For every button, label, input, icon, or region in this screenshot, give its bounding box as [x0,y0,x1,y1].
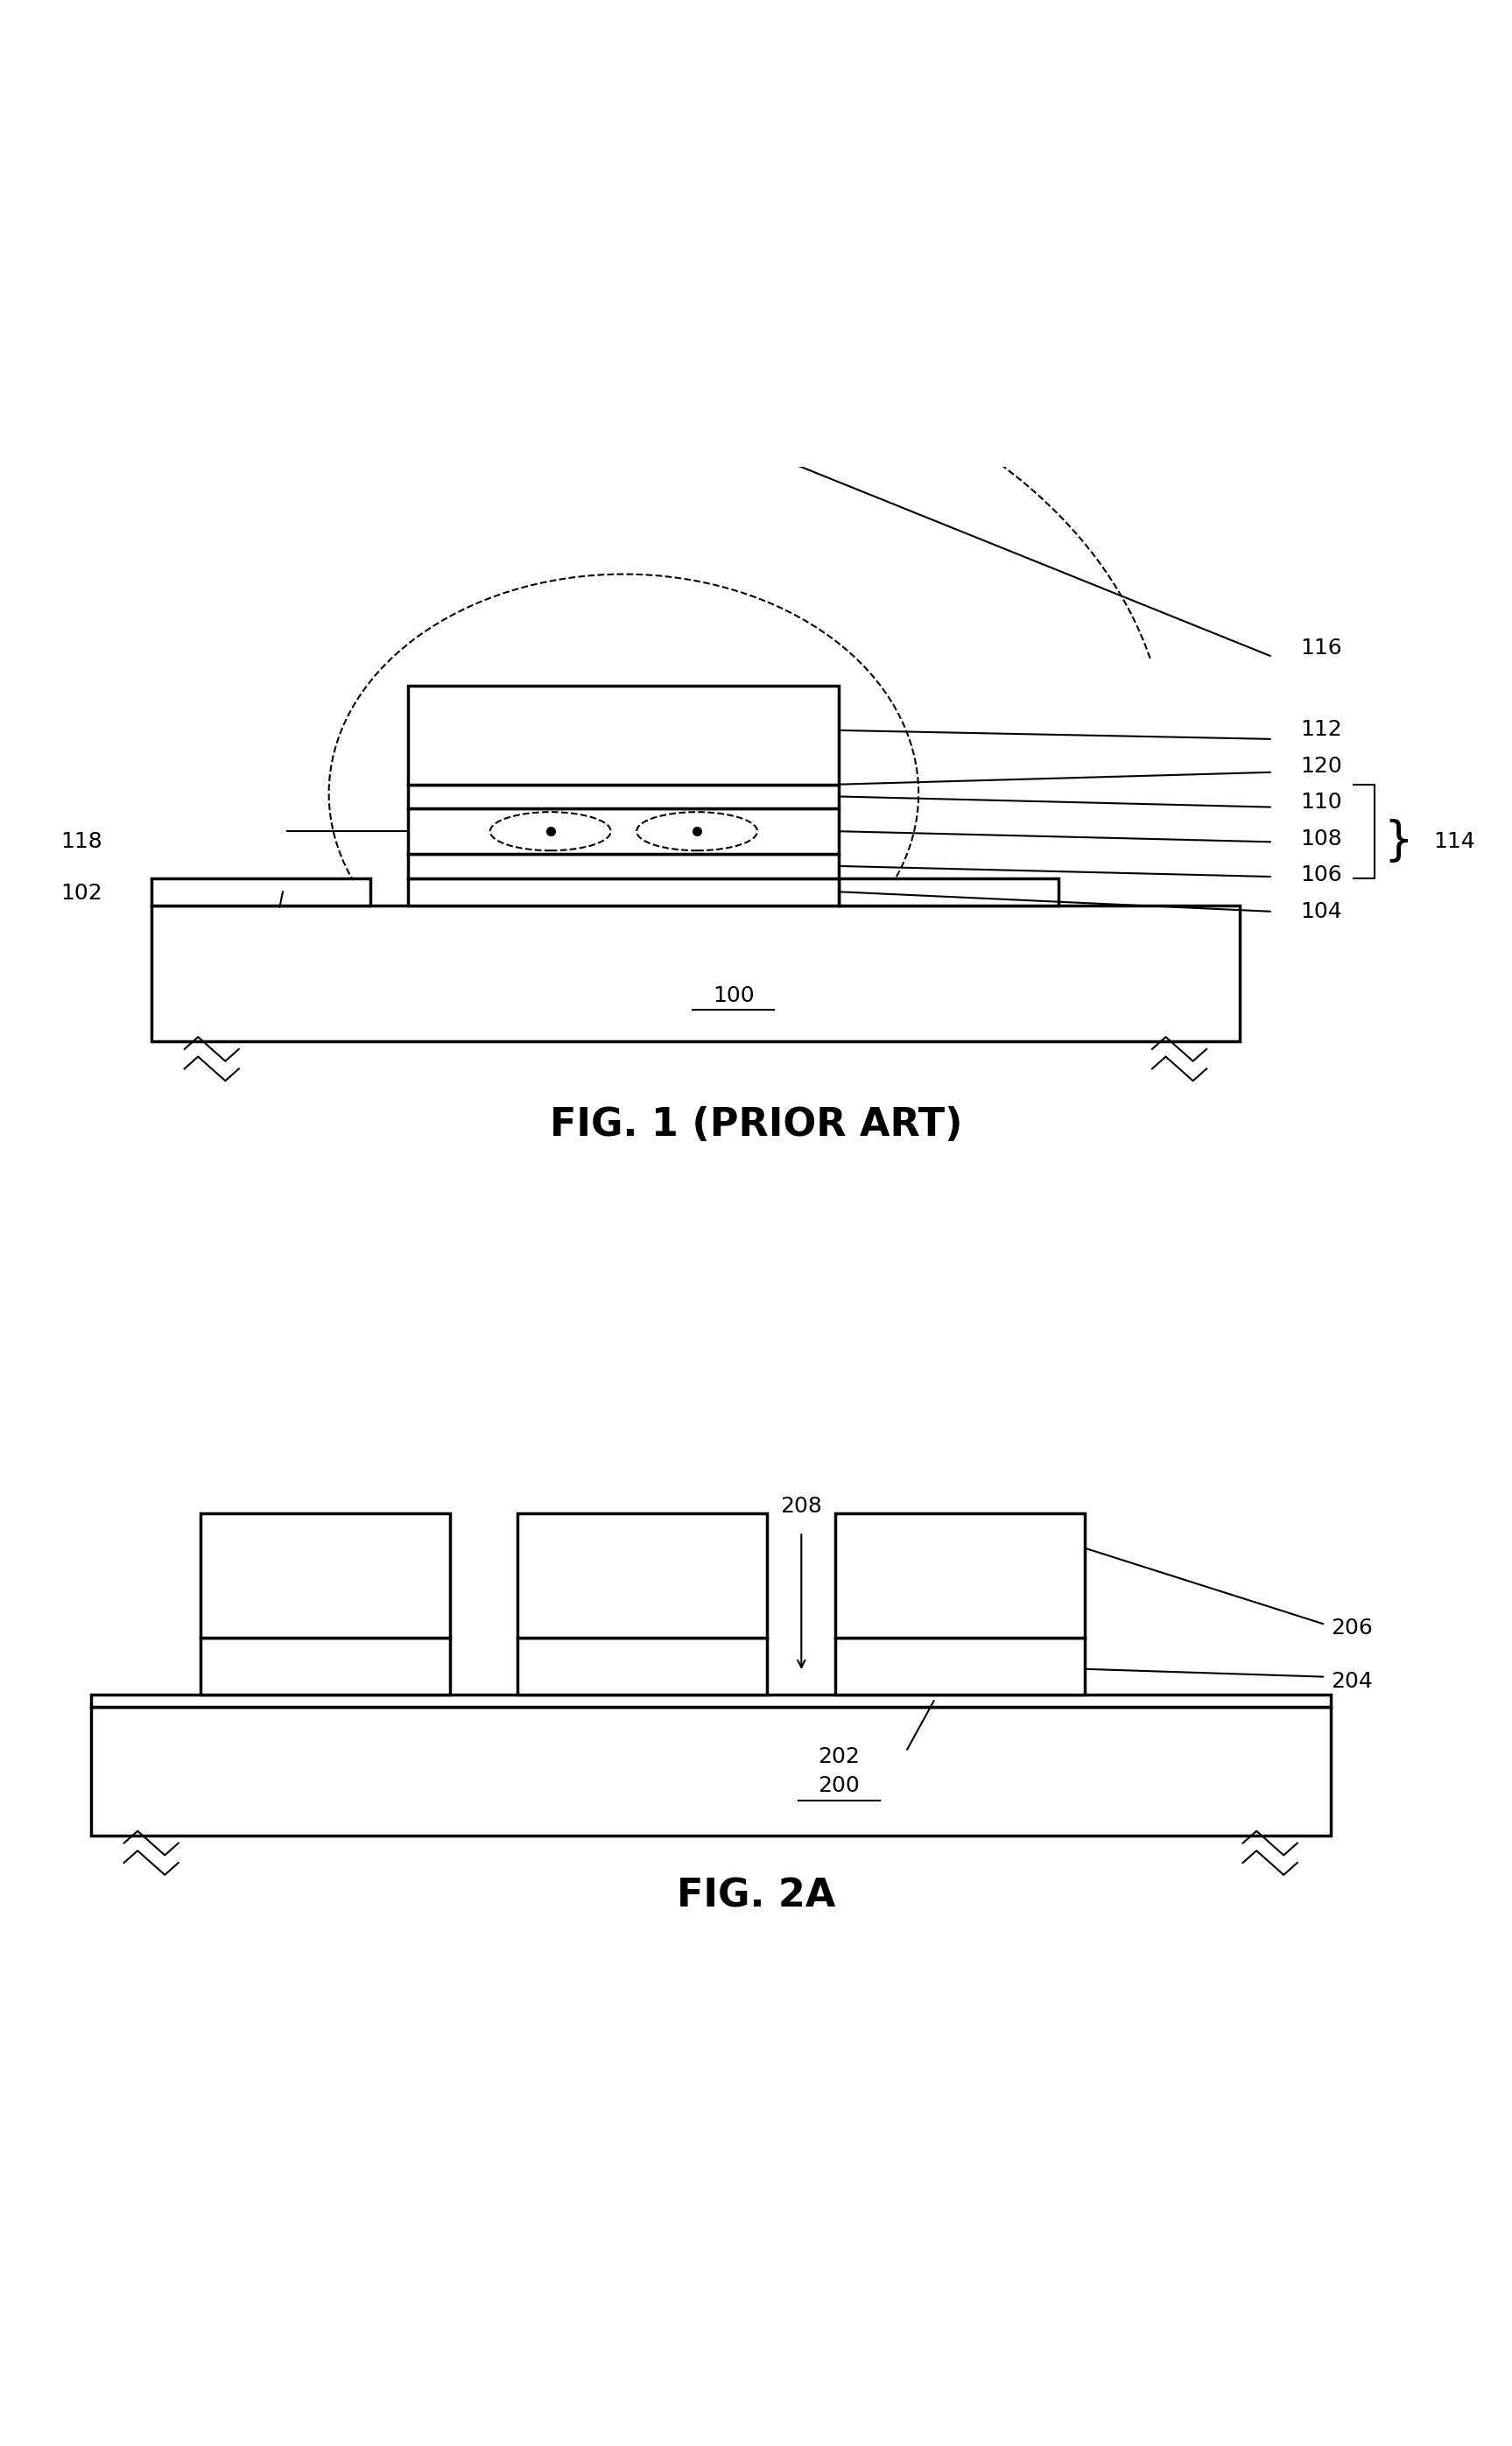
Text: 206: 206 [1331,1617,1373,1639]
Bar [835,1514,1084,1636]
Text: 116: 116 [1300,638,1343,658]
Text: 110: 110 [1300,793,1343,812]
Bar [151,878,370,905]
Bar [408,854,839,878]
Bar [91,1695,1331,1707]
Text: FIG. 1 (PRIOR ART): FIG. 1 (PRIOR ART) [549,1106,963,1145]
Text: 118: 118 [60,832,103,851]
Text: 204: 204 [1331,1671,1373,1693]
Text: 208: 208 [780,1497,823,1517]
Text: 120: 120 [1300,756,1343,778]
Bar [408,810,839,854]
Bar [408,685,839,785]
Text: 104: 104 [1300,900,1343,922]
Bar [408,878,839,905]
Bar [151,905,1240,1042]
Text: FIG. 2A: FIG. 2A [676,1876,836,1915]
Bar [839,878,1058,905]
Bar [200,1636,451,1695]
Text: 114: 114 [1433,832,1476,851]
Bar [408,785,839,810]
Bar [91,1707,1331,1834]
Bar [517,1514,767,1636]
Bar [200,1514,451,1636]
Text: 108: 108 [1300,829,1343,849]
Text: 202: 202 [818,1746,860,1768]
Text: 102: 102 [60,883,103,905]
Text: 100: 100 [712,986,754,1008]
Bar [517,1636,767,1695]
Text: 200: 200 [818,1776,860,1795]
Text: }: } [1383,819,1412,863]
Text: 112: 112 [1300,719,1343,741]
Bar [835,1636,1084,1695]
Text: 106: 106 [1300,863,1343,885]
